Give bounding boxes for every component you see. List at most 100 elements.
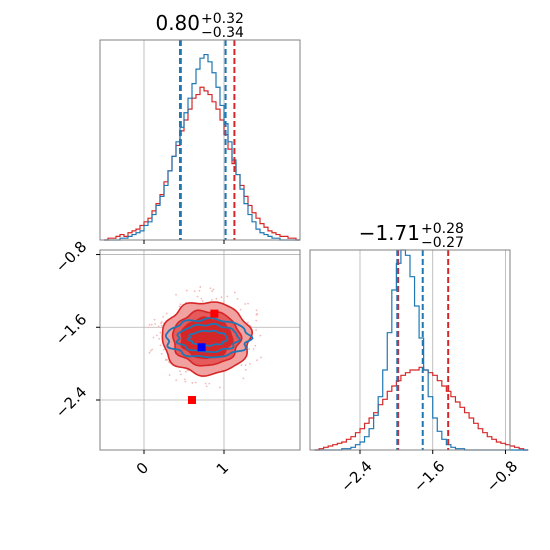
title-x: 0.80 +0.32 −0.34 (155, 11, 244, 41)
scatter-point (198, 289, 201, 292)
scatter-point (204, 382, 207, 385)
scatter-point (208, 382, 211, 385)
joint-panel: 0 1 −0.8 −1.6 −2.4 (52, 238, 301, 478)
scatter-point (179, 303, 182, 306)
scatter-point (255, 309, 258, 312)
scatter-point (255, 329, 258, 331)
y-tick-label: −0.8 (52, 238, 90, 276)
scatter-point (196, 295, 199, 298)
scatter-point (255, 313, 258, 316)
scatter-point (201, 300, 204, 302)
marginal-x-frame (99, 39, 301, 241)
scatter-point (199, 286, 202, 288)
sample-marker (210, 309, 219, 318)
scatter-point (159, 344, 162, 347)
scatter-point (165, 312, 168, 315)
x-tick-label: −1.6 (410, 457, 448, 495)
sample-marker (188, 396, 196, 404)
x-tick-label: −0.8 (483, 457, 521, 495)
scatter-point (210, 299, 213, 301)
title-x-minus: −0.34 (201, 25, 244, 41)
scatter-point (162, 348, 165, 351)
scatter-point (236, 297, 239, 300)
histogram-series-blue (104, 53, 300, 241)
scatter-point (160, 352, 163, 355)
scatter-point (194, 381, 197, 384)
scatter-point (255, 319, 258, 322)
scatter-point (148, 351, 151, 354)
scatter-point (247, 302, 249, 305)
scatter-point (152, 336, 155, 339)
scatter-point (158, 337, 161, 340)
scatter-point (249, 362, 251, 365)
scatter-point (239, 308, 242, 311)
scatter-point (254, 344, 257, 347)
scatter-point (159, 331, 162, 334)
blue-contour-middle (175, 322, 241, 354)
marginal-y-panel: −2.4 −1.6 −0.8 (309, 249, 529, 496)
scatter-point (179, 370, 181, 373)
scatter-point (244, 303, 247, 305)
x-tick-label: −2.4 (337, 457, 375, 495)
histogram-series-blue (314, 249, 529, 451)
scatter-point (256, 359, 258, 362)
scatter-point (185, 371, 187, 373)
scatter-point (168, 374, 171, 376)
scatter-point (153, 318, 156, 321)
x-tick-label: 0 (133, 459, 152, 478)
scatter-point (209, 287, 212, 290)
marginal-x-panel (99, 39, 301, 244)
scatter-point (183, 378, 186, 381)
scatter-point (193, 290, 196, 293)
scatter-point (180, 373, 182, 376)
scatter-point (154, 323, 157, 325)
marginal-y-frame (309, 249, 511, 451)
scatter-point (215, 297, 218, 300)
joint-frame (99, 249, 301, 451)
scatter-point (160, 324, 163, 327)
histogram-series-red (314, 366, 529, 451)
scatter-point (252, 348, 255, 350)
scatter-point (178, 305, 181, 308)
scatter-point (149, 349, 152, 352)
scatter-point (222, 301, 225, 304)
scatter-point (226, 295, 229, 298)
title-y-plus: +0.28 (421, 221, 464, 237)
scatter-point (191, 382, 194, 384)
scatter-point (242, 377, 245, 380)
x-tick-label: 1 (213, 459, 232, 478)
scatter-point (175, 293, 177, 296)
scatter-point (185, 289, 188, 292)
title-y: −1.71 +0.28 −0.27 (359, 221, 464, 251)
scatter-point (248, 348, 251, 350)
scatter-point (240, 364, 243, 366)
title-x-plus: +0.32 (201, 11, 244, 27)
scatter-point (218, 386, 221, 389)
sample-marker (197, 343, 206, 352)
blue-contour-outer (164, 316, 254, 359)
title-y-main: −1.71 (359, 221, 420, 245)
scatter-point (150, 323, 153, 326)
scatter-point (244, 368, 247, 371)
scatter-point (147, 326, 150, 329)
scatter-point (211, 290, 214, 293)
histogram-series-red (104, 86, 300, 241)
scatter-point (259, 334, 262, 337)
scatter-point (160, 321, 163, 324)
y-tick-label: −2.4 (52, 383, 90, 421)
scatter-point (175, 379, 178, 382)
scatter-point (212, 288, 215, 291)
scatter-point (155, 334, 158, 337)
scatter-point (200, 297, 203, 300)
scatter-point (184, 380, 187, 383)
title-x-main: 0.80 (155, 11, 200, 35)
scatter-point (220, 296, 223, 299)
scatter-point (205, 385, 208, 388)
scatter-point (157, 325, 160, 328)
scatter-point (233, 291, 236, 294)
scatter-point (151, 348, 154, 351)
title-y-minus: −0.27 (421, 235, 464, 251)
y-tick-label: −1.6 (52, 310, 90, 348)
scatter-point (260, 356, 262, 359)
